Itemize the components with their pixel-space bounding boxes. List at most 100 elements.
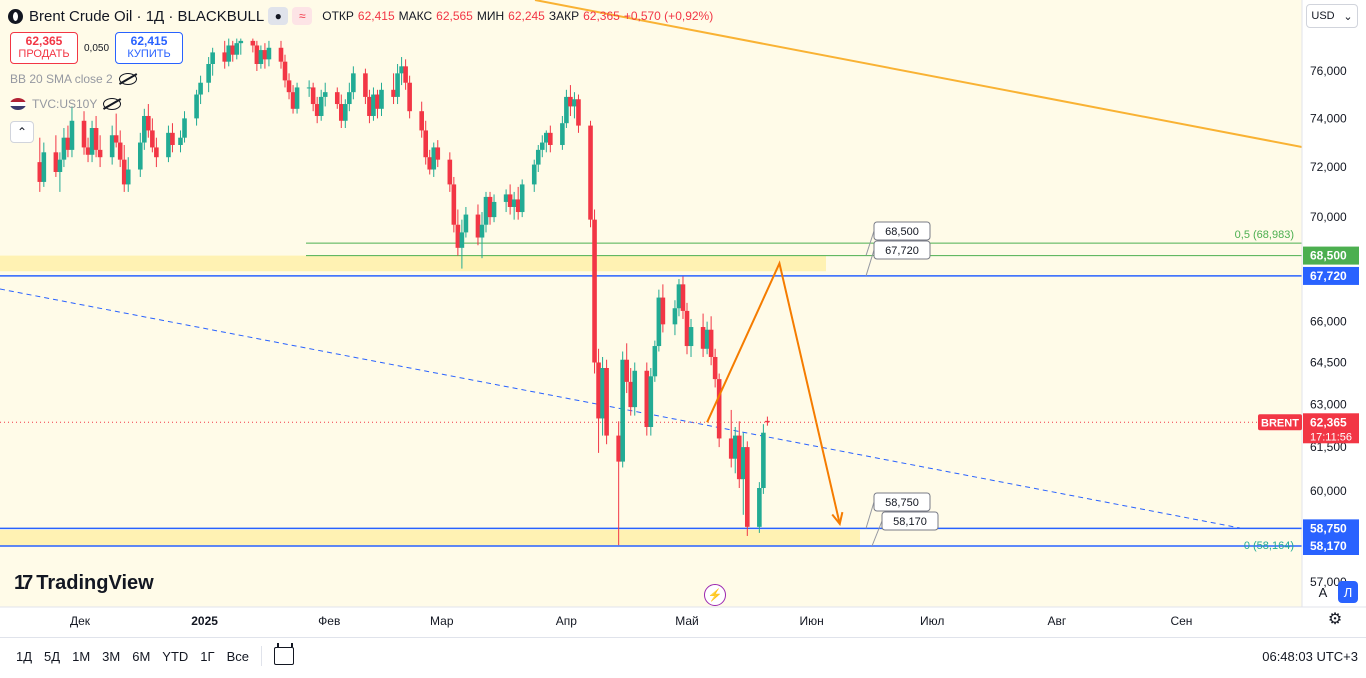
- candle-body[interactable]: [226, 45, 232, 62]
- candle-body[interactable]: [483, 196, 489, 225]
- candle-body[interactable]: [363, 73, 368, 97]
- candle-body[interactable]: [85, 147, 91, 155]
- wave-icon[interactable]: ≈: [292, 7, 313, 25]
- candle-body[interactable]: [294, 87, 300, 109]
- candle-body[interactable]: [178, 137, 183, 145]
- timeframe-5d[interactable]: 5Д: [44, 648, 61, 664]
- candle-body[interactable]: [347, 92, 352, 105]
- candle-body[interactable]: [142, 115, 147, 143]
- price-callout-box[interactable]: [873, 240, 931, 260]
- candle-body[interactable]: [676, 284, 682, 309]
- candle-body[interactable]: [286, 80, 292, 93]
- price-callout-box[interactable]: [873, 221, 931, 241]
- candle-body[interactable]: [700, 327, 706, 349]
- candle-body[interactable]: [238, 40, 244, 44]
- candle-body[interactable]: [250, 40, 256, 46]
- forecast-path[interactable]: [706, 260, 841, 525]
- candle-body[interactable]: [535, 149, 541, 165]
- candle-body[interactable]: [463, 214, 469, 233]
- auto-scale-button[interactable]: A: [1313, 581, 1333, 603]
- candle-body[interactable]: [69, 120, 75, 150]
- candle-body[interactable]: [740, 447, 746, 480]
- candle-body[interactable]: [716, 379, 722, 439]
- candle-body[interactable]: [572, 99, 577, 107]
- settings-gear-icon[interactable]: ⚙: [1327, 611, 1343, 628]
- candle-body[interactable]: [254, 45, 260, 65]
- candle-body[interactable]: [170, 132, 175, 145]
- candle-body[interactable]: [399, 66, 404, 74]
- candle-body[interactable]: [290, 92, 296, 109]
- candle-body[interactable]: [628, 381, 634, 408]
- candle-body[interactable]: [318, 96, 324, 116]
- indicator-us10y[interactable]: TVC:US10Y: [10, 97, 122, 111]
- candle-body[interactable]: [491, 201, 497, 218]
- candle-body[interactable]: [367, 96, 372, 116]
- price-axis[interactable]: 57,000 60,000 61,500 63,000 64,500 66,000 70,0…: [1310, 64, 1347, 589]
- candle-body[interactable]: [475, 214, 481, 238]
- candle-body[interactable]: [652, 346, 658, 377]
- candle-body[interactable]: [57, 159, 63, 172]
- candle-body[interactable]: [616, 435, 621, 462]
- candle-body[interactable]: [117, 142, 123, 160]
- candle-body[interactable]: [395, 73, 400, 97]
- candle-body[interactable]: [736, 435, 742, 480]
- candle-body[interactable]: [531, 164, 537, 185]
- candle-body[interactable]: [258, 50, 264, 65]
- candle-body[interactable]: [732, 435, 738, 459]
- candle-body[interactable]: [684, 310, 690, 347]
- candle-body[interactable]: [431, 147, 437, 170]
- candle-body[interactable]: [503, 194, 509, 202]
- candle-body[interactable]: [314, 104, 320, 116]
- candle-body[interactable]: [310, 87, 316, 105]
- time-axis[interactable]: Дек 2025 Фев Мар Апр Май Июн Июл Авг Сен: [70, 614, 1192, 628]
- candle-body[interactable]: [576, 99, 581, 126]
- candle-body[interactable]: [564, 96, 569, 124]
- candle-body[interactable]: [97, 149, 103, 158]
- candle-body[interactable]: [507, 194, 513, 207]
- candle-body[interactable]: [704, 329, 710, 349]
- candle-body[interactable]: [515, 199, 521, 213]
- candle-body[interactable]: [588, 125, 593, 220]
- candle-body[interactable]: [65, 137, 71, 150]
- buy-button[interactable]: 62,415 КУПИТЬ: [115, 32, 184, 64]
- candle-body[interactable]: [560, 123, 565, 145]
- calendar-icon[interactable]: [273, 643, 294, 665]
- price-callout-box[interactable]: [881, 511, 939, 531]
- candle-body[interactable]: [37, 162, 43, 182]
- candle-body[interactable]: [656, 297, 662, 347]
- candle-body[interactable]: [391, 89, 396, 97]
- eye-hidden-icon[interactable]: [118, 73, 137, 85]
- timeframe-1m[interactable]: 1М: [72, 648, 91, 664]
- candle-body[interactable]: [137, 142, 143, 170]
- candle-body[interactable]: [660, 297, 666, 325]
- clock[interactable]: 06:48:03 UTC+3: [1262, 648, 1358, 664]
- candle-body[interactable]: [680, 284, 686, 311]
- candle-body[interactable]: [765, 420, 770, 423]
- candle-body[interactable]: [435, 147, 441, 160]
- candle-body[interactable]: [61, 137, 67, 160]
- eye-hidden-icon[interactable]: [103, 98, 122, 110]
- collapse-legend-button[interactable]: ⌃: [10, 121, 34, 143]
- candle-body[interactable]: [600, 368, 605, 419]
- candle-body[interactable]: [322, 92, 328, 97]
- candle-body[interactable]: [548, 132, 553, 145]
- candle-body[interactable]: [487, 196, 493, 218]
- candle-body[interactable]: [672, 308, 678, 325]
- candle-body[interactable]: [146, 115, 151, 131]
- candle-body[interactable]: [403, 66, 408, 83]
- sell-button[interactable]: 62,365 ПРОДАТЬ: [10, 32, 78, 64]
- candle-body[interactable]: [351, 73, 356, 93]
- candle-body[interactable]: [338, 104, 344, 121]
- candle-body[interactable]: [519, 184, 525, 213]
- dot-menu-icon[interactable]: ●: [268, 7, 289, 25]
- candle-body[interactable]: [459, 232, 465, 248]
- timeframe-6m[interactable]: 6М: [132, 648, 151, 664]
- log-scale-button[interactable]: Л: [1338, 581, 1358, 603]
- candle-body[interactable]: [53, 152, 59, 172]
- candle-body[interactable]: [712, 356, 718, 380]
- candle-body[interactable]: [113, 135, 119, 143]
- candle-body[interactable]: [41, 152, 47, 182]
- candle-body[interactable]: [427, 157, 433, 170]
- candle-body[interactable]: [210, 52, 215, 65]
- candle-body[interactable]: [334, 92, 340, 105]
